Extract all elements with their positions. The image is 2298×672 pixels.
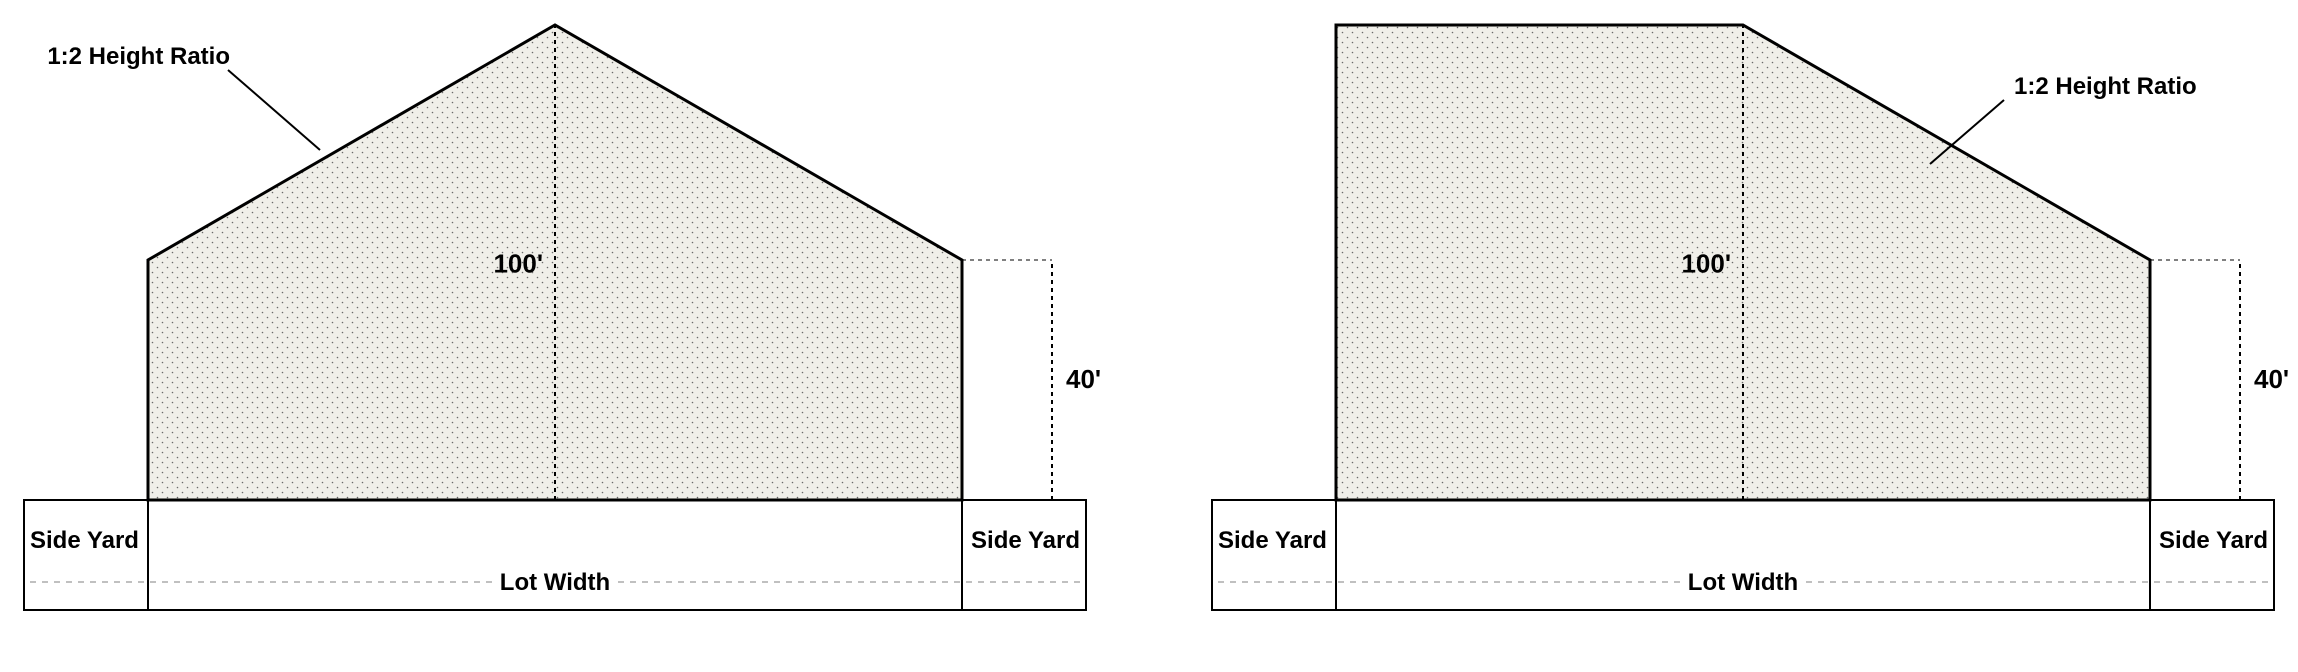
ratio-label: 1:2 Height Ratio — [47, 43, 230, 70]
side-yard-right-label: Side Yard — [2159, 527, 2268, 554]
ratio-label: 1:2 Height Ratio — [2014, 73, 2197, 100]
building-envelope-diagrams: 100' 40' 1:2 Height Ratio Side Yard Side Yar… — [0, 0, 2298, 672]
side-yard-left-label: Side Yard — [30, 527, 139, 554]
lot-width-label: Lot Width — [1688, 569, 1798, 596]
side-yard-left-label: Side Yard — [1218, 527, 1327, 554]
wall-height-label: 40' — [1066, 364, 1101, 394]
wall-height-label: 40' — [2254, 364, 2289, 394]
center-height-label: 100' — [493, 249, 543, 279]
side-yard-right-label: Side Yard — [971, 527, 1080, 554]
panel-left: 100' 40' 1:2 Height Ratio Side Yard Side Yar… — [24, 25, 1101, 610]
center-height-label: 100' — [1681, 249, 1731, 279]
panel-right: 100' 40' 1:2 Height Ratio Side Yard Side Yar… — [1212, 25, 2289, 610]
lot-width-label: Lot Width — [500, 569, 610, 596]
ratio-leader — [228, 70, 320, 150]
